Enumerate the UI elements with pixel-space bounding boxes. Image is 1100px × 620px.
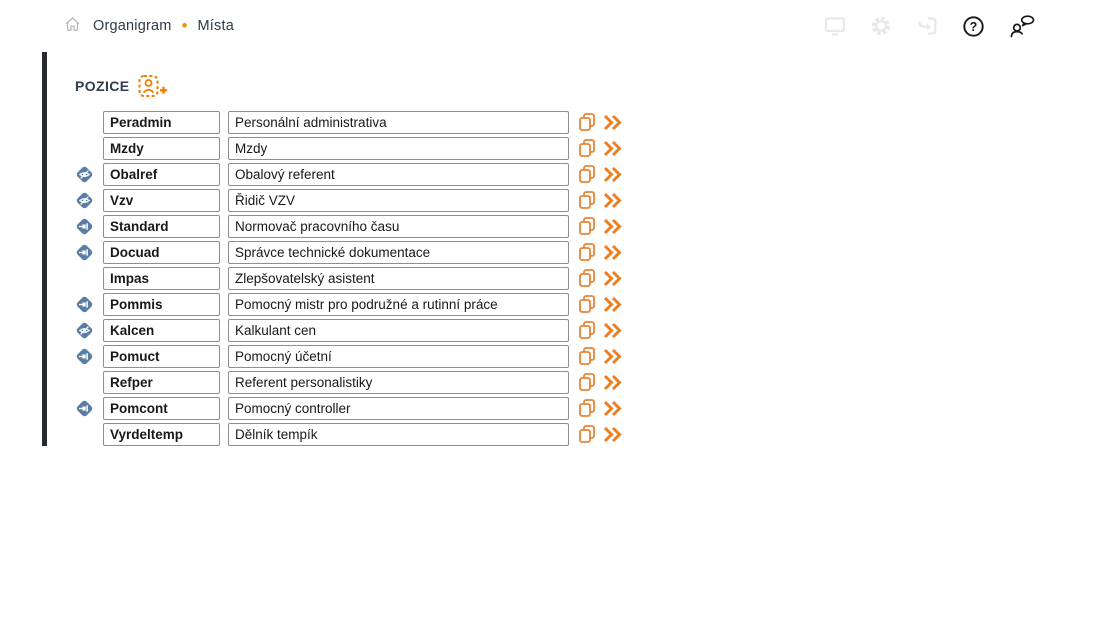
position-row [75,265,623,291]
position-name-input[interactable] [228,396,569,420]
copy-icon[interactable] [578,398,596,418]
position-row [75,239,623,265]
row-badge-slot [75,243,103,262]
position-code-input[interactable] [103,110,220,134]
double-chevron-icon[interactable] [602,192,623,209]
copy-icon[interactable] [578,320,596,340]
double-chevron-icon[interactable] [602,140,623,157]
position-row [75,135,623,161]
add-position-icon[interactable] [138,74,169,98]
position-name-input[interactable] [228,188,569,212]
double-chevron-icon[interactable] [602,400,623,417]
copy-icon[interactable] [578,424,596,444]
row-badge-slot [75,321,103,340]
breadcrumb-separator-dot: • [181,15,188,35]
position-code-input[interactable] [103,396,220,420]
topbar-icon-group: ? [824,0,1036,52]
copy-icon[interactable] [578,294,596,314]
feedback-user-icon[interactable] [1009,14,1036,38]
hidden-eye-diamond-icon [75,165,94,184]
positions-section-header: POZICE [75,74,169,98]
breadcrumb-page[interactable]: Místa [197,18,234,34]
breadcrumb-app[interactable]: Organigram [93,18,172,34]
double-chevron-icon[interactable] [602,348,623,365]
position-row [75,187,623,213]
position-name-input[interactable] [228,318,569,342]
row-badge-slot [75,217,103,236]
copy-icon[interactable] [578,190,596,210]
sign-out-icon [916,16,938,36]
monitor-icon [824,16,846,36]
position-name-input[interactable] [228,422,569,446]
position-code-input[interactable] [103,162,220,186]
position-name-input[interactable] [228,292,569,316]
copy-icon[interactable] [578,268,596,288]
pin-diamond-icon [75,399,94,418]
pin-diamond-icon [75,347,94,366]
position-code-input[interactable] [103,188,220,212]
hidden-eye-diamond-icon [75,191,94,210]
double-chevron-icon[interactable] [602,166,623,183]
position-row [75,421,623,447]
top-bar: Organigram • Místa ? [0,0,1100,52]
double-chevron-icon[interactable] [602,426,623,443]
position-code-input[interactable] [103,292,220,316]
pin-diamond-icon [75,295,94,314]
position-name-input[interactable] [228,240,569,264]
position-code-input[interactable] [103,422,220,446]
copy-icon[interactable] [578,164,596,184]
hidden-eye-diamond-icon [75,321,94,340]
position-code-input[interactable] [103,136,220,160]
position-code-input[interactable] [103,370,220,394]
position-row [75,213,623,239]
row-badge-slot [75,399,103,418]
row-badge-slot [75,191,103,210]
position-name-input[interactable] [228,344,569,368]
svg-text:?: ? [970,19,978,33]
position-name-input[interactable] [228,370,569,394]
breadcrumb: Organigram • Místa [93,0,234,52]
settings-gear-icon [870,15,892,37]
double-chevron-icon[interactable] [602,374,623,391]
position-row [75,161,623,187]
left-edge-bar [42,0,47,446]
position-name-input[interactable] [228,136,569,160]
positions-list [75,109,623,447]
position-code-input[interactable] [103,240,220,264]
position-code-input[interactable] [103,344,220,368]
double-chevron-icon[interactable] [602,270,623,287]
position-name-input[interactable] [228,266,569,290]
page-title: POZICE [75,78,130,94]
copy-icon[interactable] [578,242,596,262]
row-badge-slot [75,347,103,366]
double-chevron-icon[interactable] [602,114,623,131]
position-row [75,109,623,135]
position-row [75,291,623,317]
copy-icon[interactable] [578,372,596,392]
row-badge-slot [75,295,103,314]
copy-icon[interactable] [578,138,596,158]
double-chevron-icon[interactable] [602,322,623,339]
double-chevron-icon[interactable] [602,296,623,313]
row-badge-slot [75,165,103,184]
position-name-input[interactable] [228,214,569,238]
position-row [75,369,623,395]
position-name-input[interactable] [228,110,569,134]
position-code-input[interactable] [103,318,220,342]
double-chevron-icon[interactable] [602,244,623,261]
home-icon[interactable] [64,16,81,35]
position-row [75,343,623,369]
copy-icon[interactable] [578,216,596,236]
double-chevron-icon[interactable] [602,218,623,235]
position-code-input[interactable] [103,266,220,290]
copy-icon[interactable] [578,346,596,366]
pin-diamond-icon [75,217,94,236]
copy-icon[interactable] [578,112,596,132]
position-name-input[interactable] [228,162,569,186]
pin-diamond-icon [75,243,94,262]
position-code-input[interactable] [103,214,220,238]
position-row [75,395,623,421]
help-icon[interactable]: ? [962,15,985,38]
position-row [75,317,623,343]
